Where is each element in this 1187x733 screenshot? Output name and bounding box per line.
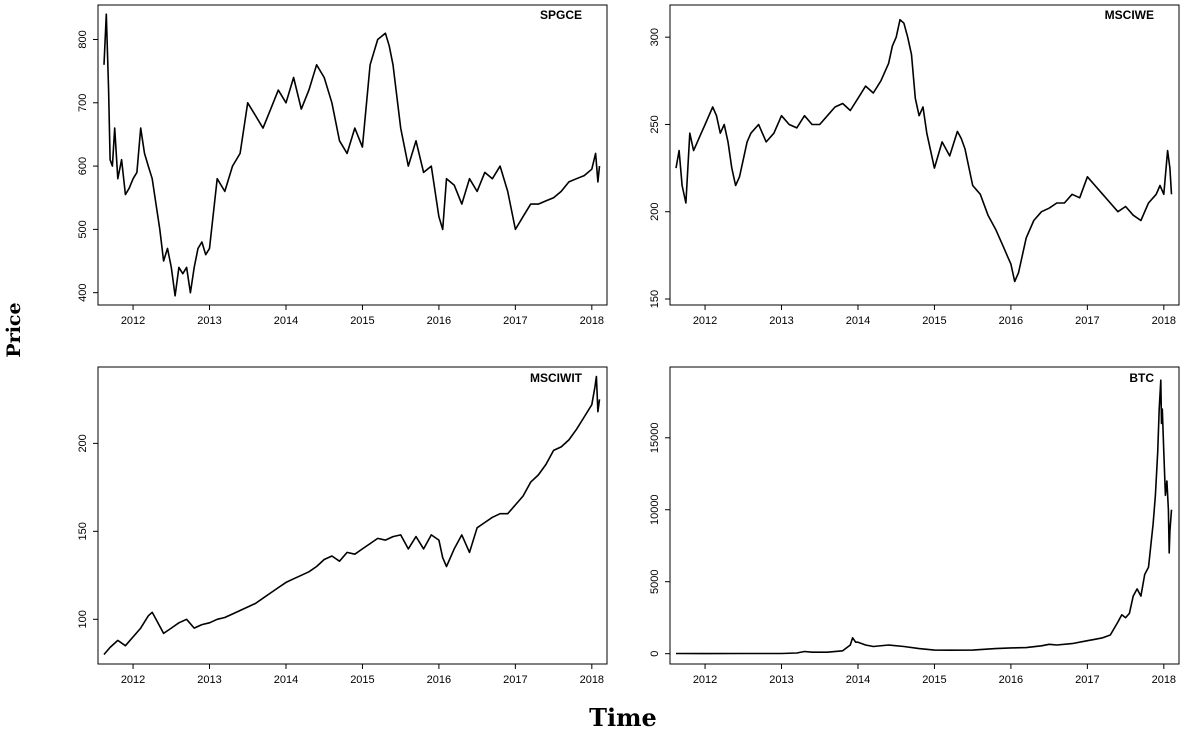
- y-tick-label: 500: [77, 220, 89, 238]
- y-tick-label: 200: [649, 203, 661, 221]
- chart-panel-msciwit: MSCIWIT 2012 2013 2014 2015 2016 2017 2018 100…: [77, 366, 608, 686]
- chart-title: SPGCE: [540, 8, 582, 22]
- plot-area: [103, 13, 601, 297]
- y-tick-label: 10000: [649, 494, 661, 525]
- chart-title: BTC: [1129, 371, 1154, 385]
- x-tick-label: 2017: [503, 315, 527, 327]
- plot-area: [675, 18, 1173, 283]
- x-tick-label: 2016: [427, 315, 451, 327]
- y-axis-ticks: 400 500 600 700 800: [77, 30, 99, 302]
- x-tick-label: 2014: [846, 674, 870, 686]
- plot-frame: [669, 366, 1180, 665]
- x-tick-label: 2018: [1152, 674, 1176, 686]
- price-series-line: [103, 13, 601, 297]
- x-tick-label: 2013: [769, 315, 793, 327]
- x-tick-label: 2016: [427, 674, 451, 686]
- x-tick-label: 2013: [197, 315, 221, 327]
- x-tick-label: 2014: [274, 315, 298, 327]
- x-tick-label: 2012: [693, 315, 717, 327]
- y-tick-label: 800: [77, 30, 89, 48]
- y-tick-label: 150: [77, 522, 89, 540]
- plot-frame: [669, 4, 1180, 306]
- x-tick-label: 2012: [693, 674, 717, 686]
- y-tick-label: 5000: [649, 569, 661, 593]
- x-tick-label: 2015: [922, 315, 946, 327]
- y-tick-label: 0: [649, 651, 661, 657]
- y-tick-label: 600: [77, 157, 89, 175]
- x-axis-ticks: 2012 2013 2014 2015 2016 2017 2018: [121, 304, 604, 327]
- chart-title: MSCIWIT: [530, 371, 583, 385]
- x-tick-label: 2013: [769, 674, 793, 686]
- x-tick-label: 2012: [121, 315, 145, 327]
- price-series-line: [675, 18, 1173, 283]
- plot-area: [675, 379, 1173, 655]
- x-tick-label: 2016: [999, 315, 1023, 327]
- x-tick-label: 2013: [197, 674, 221, 686]
- y-tick-label: 400: [77, 283, 89, 301]
- chart-panel-spgce: SPGCE 2012 2013 2014 2015 2016 2017 2018 400 50…: [77, 4, 608, 327]
- y-axis-ticks: 100 150 200: [77, 434, 99, 628]
- x-tick-label: 2016: [999, 674, 1023, 686]
- y-tick-label: 100: [77, 610, 89, 628]
- x-axis-ticks: 2012 2013 2014 2015 2016 2017 2018: [693, 663, 1176, 686]
- y-tick-label: 150: [649, 290, 661, 308]
- x-tick-label: 2018: [580, 315, 604, 327]
- x-axis-title: Time: [589, 703, 657, 732]
- plot-area: [103, 375, 601, 656]
- y-tick-label: 300: [649, 28, 661, 46]
- x-axis-ticks: 2012 2013 2014 2015 2016 2017 2018: [121, 663, 604, 686]
- x-tick-label: 2012: [121, 674, 145, 686]
- x-tick-label: 2017: [503, 674, 527, 686]
- y-axis-ticks: 150 200 250 300: [649, 28, 671, 308]
- chart-panel-msciwe: MSCIWE 2012 2013 2014 2015 2016 2017 2018 150 2…: [649, 4, 1180, 327]
- x-tick-label: 2018: [580, 674, 604, 686]
- chart-title: MSCIWE: [1105, 8, 1154, 22]
- plot-frame: [97, 4, 608, 306]
- plot-frame: [97, 366, 608, 665]
- x-tick-label: 2014: [846, 315, 870, 327]
- x-axis-ticks: 2012 2013 2014 2015 2016 2017 2018: [693, 304, 1176, 327]
- y-axis-ticks: 0 5000 10000 15000: [649, 422, 671, 657]
- y-tick-label: 250: [649, 115, 661, 133]
- x-tick-label: 2017: [1075, 674, 1099, 686]
- x-tick-label: 2018: [1152, 315, 1176, 327]
- y-tick-label: 700: [77, 94, 89, 112]
- x-tick-label: 2015: [922, 674, 946, 686]
- x-tick-label: 2015: [350, 674, 374, 686]
- x-tick-label: 2015: [350, 315, 374, 327]
- x-tick-label: 2014: [274, 674, 298, 686]
- x-tick-label: 2017: [1075, 315, 1099, 327]
- y-axis-title: Price: [3, 302, 25, 357]
- price-series-line: [103, 375, 601, 656]
- price-series-line: [675, 379, 1173, 655]
- chart-panel-btc: BTC 2012 2013 2014 2015 2016 2017 2018 0 5000 10…: [649, 366, 1180, 686]
- y-tick-label: 200: [77, 434, 89, 452]
- y-tick-label: 15000: [649, 422, 661, 453]
